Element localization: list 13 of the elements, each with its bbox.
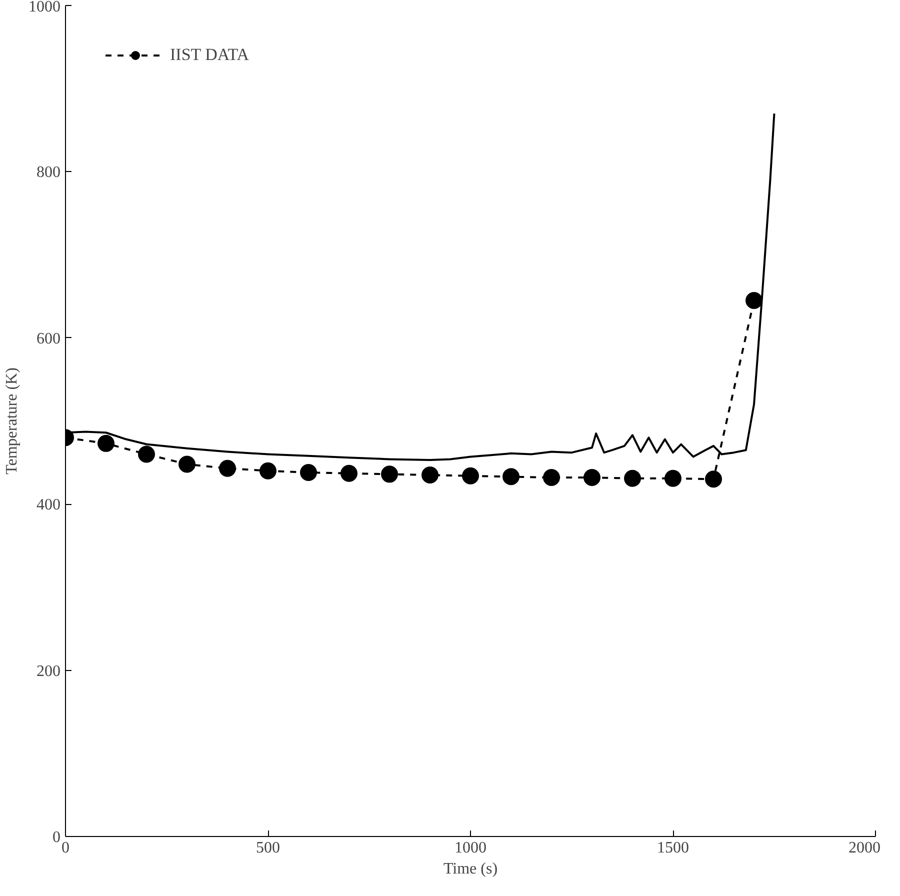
y-tick-label: 0 (52, 829, 60, 846)
y-tick-label: 1000 (28, 0, 60, 16)
x-tick-label: 500 (256, 840, 280, 856)
x-tick-label: 1500 (657, 840, 689, 856)
y-tick-label: 200 (36, 662, 60, 680)
x-tick-label: 1000 (454, 840, 486, 856)
y-tick-label: 800 (36, 164, 60, 182)
y-axis-title: Temperature (K) (4, 368, 20, 474)
legend-label: IIST DATA (170, 45, 250, 65)
y-tick-label: 600 (36, 330, 60, 348)
x-tick-label: 2000 (848, 840, 880, 856)
x-axis-title: Time (s) (443, 860, 498, 878)
y-tick-label: 400 (36, 496, 60, 514)
